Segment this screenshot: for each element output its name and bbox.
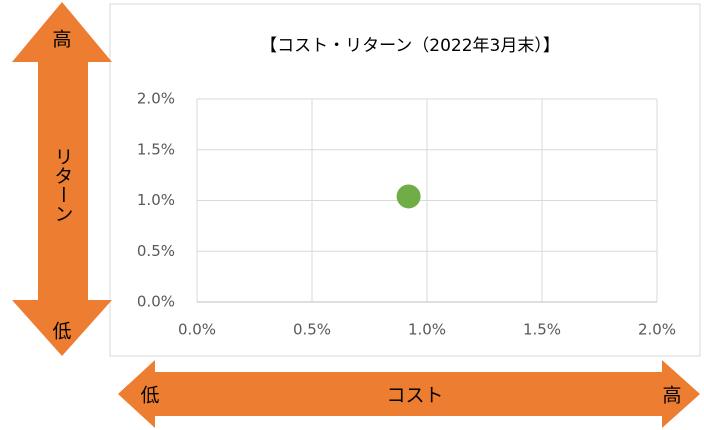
y-tick-label: 1.0% (137, 191, 175, 209)
x-arrow (118, 360, 700, 428)
y-arrow (12, 2, 112, 356)
x-arrow-label: コスト (386, 385, 443, 407)
x-tick-label: 0.5% (293, 321, 331, 339)
x-arrow-high: 高 (662, 385, 681, 407)
x-arrow-low: 低 (140, 385, 159, 407)
x-tick-label: 0.0% (178, 321, 216, 339)
y-tick-label: 0.0% (137, 293, 175, 311)
y-tick-label: 1.5% (137, 140, 175, 158)
y-arrow-high: 高 (52, 29, 71, 51)
chart-frame (109, 3, 701, 357)
y-arrow-low: 低 (52, 321, 71, 343)
y-tick-label: 0.5% (137, 242, 175, 260)
y-arrow-label: リターン (52, 147, 74, 223)
x-tick-label: 1.0% (408, 321, 446, 339)
x-tick-label: 2.0% (638, 321, 676, 339)
chart-title: 【コスト・リターン（2022年3月末）】 (260, 36, 560, 56)
point (396, 184, 421, 209)
y-tick-label: 2.0% (137, 90, 175, 108)
x-tick-label: 1.5% (523, 321, 561, 339)
